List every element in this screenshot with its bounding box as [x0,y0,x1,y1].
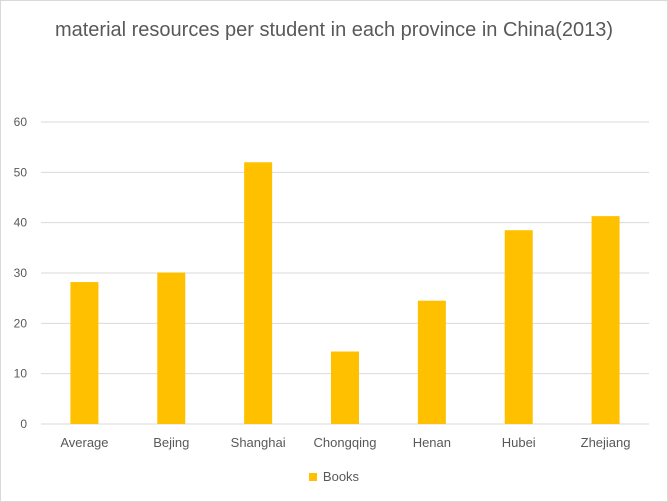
bar-average [70,282,99,424]
y-tick-label: 0 [20,417,27,431]
x-tick-label: Bejing [153,435,189,450]
x-tick-label: Shanghai [231,435,286,450]
y-tick-label: 60 [14,115,28,129]
legend-label-books: Books [322,469,360,484]
y-tick-label: 50 [14,165,28,179]
legend-swatch-books [308,473,317,481]
x-tick-label: Average [60,435,108,450]
x-tick-label: Chongqing [314,435,377,450]
y-tick-label: 40 [14,216,28,230]
x-axis-ticks: Average Bejing Shanghai Chongqing Henan Hubei… [60,435,630,450]
y-tick-label: 10 [14,367,28,381]
plot-area: 0 10 20 30 40 50 60 Average Bejing Shanghai Chong… [14,115,649,450]
bars [70,162,620,424]
bar-henan [417,300,446,424]
legend: Books [1,469,667,484]
x-tick-label: Zhejiang [581,435,631,450]
bar-shanghai [244,162,273,424]
x-tick-label: Hubei [502,435,536,450]
bar-bejing [157,272,186,424]
y-tick-label: 30 [14,266,28,280]
bar-chongqing [331,351,359,424]
bar-zhejiang [591,216,620,424]
bar-hubei [504,230,533,424]
y-axis-ticks: 0 10 20 30 40 50 60 [14,115,28,431]
y-tick-label: 20 [14,316,28,330]
chart-title: material resources per student in each p… [54,19,614,41]
x-tick-label: Henan [413,435,451,450]
